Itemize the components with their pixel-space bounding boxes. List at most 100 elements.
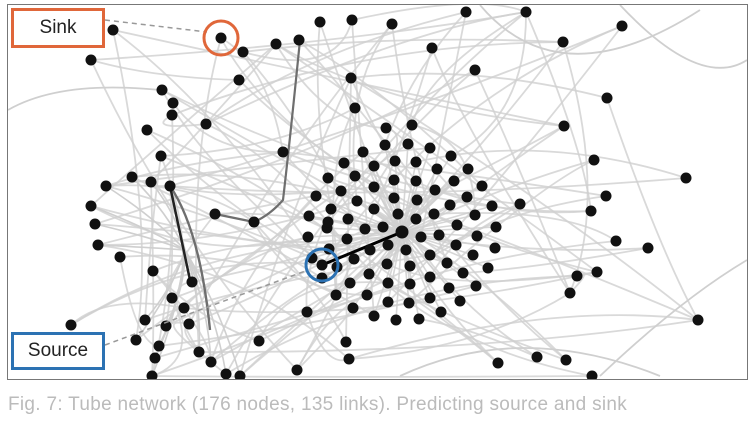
node [514,198,526,210]
edge [210,151,364,363]
node [322,216,334,228]
edge [184,249,227,375]
node [167,97,179,109]
node [186,276,198,288]
edge [321,25,623,266]
edge [97,244,186,251]
node [680,172,692,184]
node [476,180,488,192]
node [451,219,463,231]
node [310,190,322,202]
node [424,142,436,154]
node [346,14,358,26]
node [193,346,205,358]
node [404,260,416,272]
node [166,292,178,304]
node [616,20,628,32]
edge [242,38,564,53]
node [293,34,305,46]
node [388,192,400,204]
node [410,156,422,168]
node [302,231,314,243]
node [471,230,483,242]
edge [619,5,747,69]
node [388,174,400,186]
edge [282,151,592,213]
node [490,221,502,233]
node [441,257,453,269]
edge [94,223,186,251]
edge [90,205,186,251]
node [450,239,462,251]
node [520,6,532,18]
node [92,239,104,251]
edge [418,318,538,358]
edge [327,177,699,321]
node [382,296,394,308]
edge [351,5,527,21]
edge [220,37,284,153]
node [448,175,460,187]
node [433,229,445,241]
node [248,216,260,228]
edge [433,212,617,242]
node [237,46,249,58]
edge [205,123,329,223]
edge [105,184,255,223]
edge [462,247,649,274]
node [571,270,583,282]
node [200,118,212,130]
node [379,139,391,151]
edge [210,236,422,363]
edge [450,11,527,157]
node [325,203,337,215]
edge [239,77,352,377]
edge [112,29,143,341]
edge [90,59,240,81]
node [443,282,455,294]
edge [349,41,564,284]
node [461,191,473,203]
edge [151,375,593,378]
edge [350,77,699,321]
node [153,340,165,352]
node [349,170,361,182]
node [156,84,168,96]
edge [562,41,589,294]
edge [258,281,389,342]
node [586,370,598,379]
edge [169,177,687,194]
node [585,205,597,217]
node [368,310,380,322]
node [457,267,469,279]
edge [239,125,565,377]
node [460,6,472,18]
node [564,287,576,299]
edge [160,107,356,157]
node [429,184,441,196]
edge [160,155,348,240]
node [322,172,334,184]
edge [348,314,699,360]
node [141,124,153,136]
node [301,306,313,318]
node [357,146,369,158]
edge [184,249,212,363]
node [270,38,282,50]
node [601,92,613,104]
node [415,231,427,243]
edge [150,181,155,377]
edge-dark [253,39,302,224]
node [445,150,457,162]
hub-node [395,225,409,239]
node [160,320,172,332]
node [164,180,176,192]
edge [150,43,277,183]
node [149,352,161,364]
node [316,259,328,271]
node [303,210,315,222]
edge [70,302,185,326]
node [560,354,572,366]
node [377,221,389,233]
